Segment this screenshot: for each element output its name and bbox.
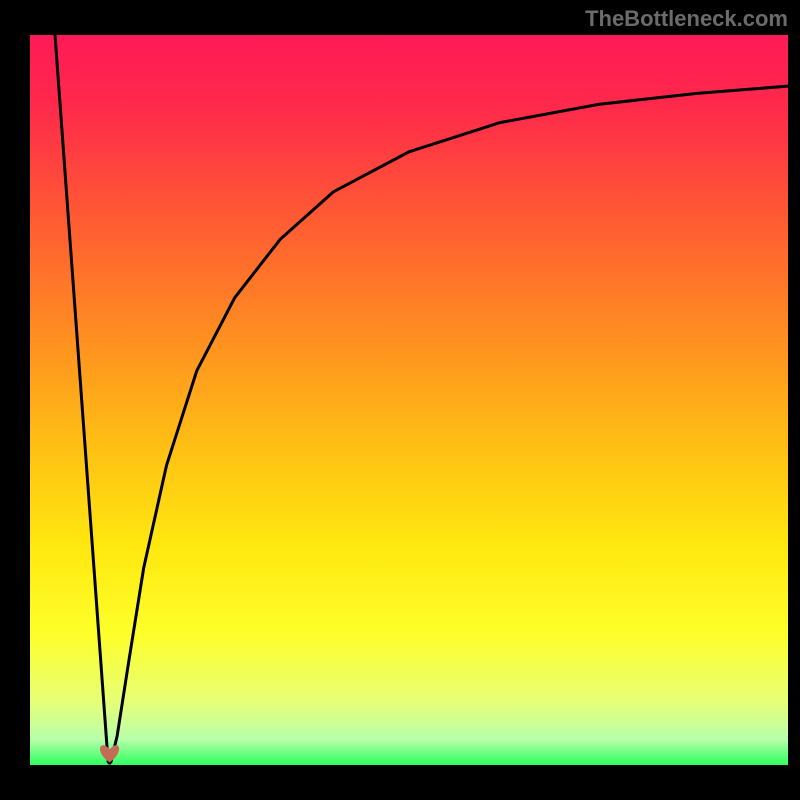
chart-container: TheBottleneck.com — [0, 0, 800, 800]
chart-plot-background — [30, 35, 788, 765]
bottleneck-chart — [0, 0, 800, 800]
watermark-text: TheBottleneck.com — [585, 6, 788, 32]
